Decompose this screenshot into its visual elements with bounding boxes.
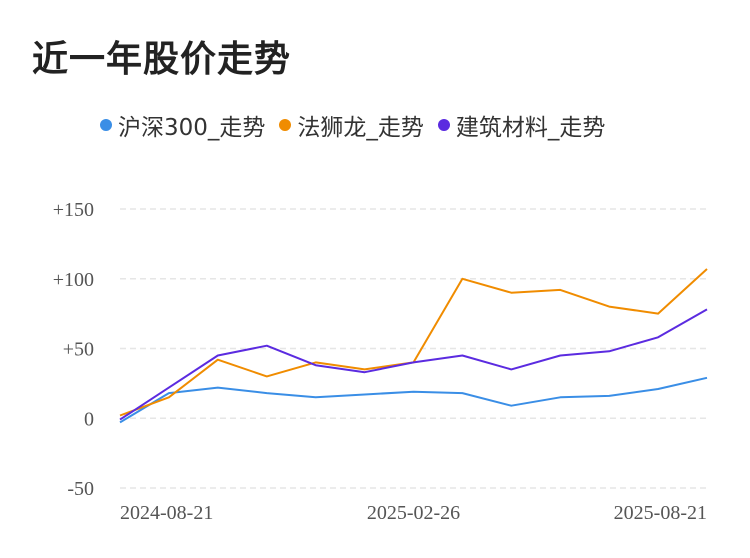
legend-dot-hs300 (100, 119, 112, 131)
legend-item-fashilong[interactable]: 法狮龙_走势 (279, 108, 424, 142)
y-tick-label: +100 (53, 269, 94, 291)
legend-label-building-materials: 建筑材料_走势 (455, 115, 606, 141)
x-tick-label: 2025-02-26 (367, 502, 460, 524)
y-tick-label: +150 (53, 199, 94, 221)
legend-label-hs300: 沪深300_走势 (118, 115, 266, 141)
legend-item-building-materials[interactable]: 建筑材料_走势 (437, 108, 606, 142)
legend-item-hs300[interactable]: 沪深300_走势 (100, 108, 265, 142)
legend-dot-fashilong (279, 119, 292, 131)
y-axis-ticks: +150 +100 +50 0 -50 (53, 199, 94, 500)
chart-title: 近一年股价走势 (32, 39, 292, 80)
x-axis-ticks: 2024-08-21 2025-02-26 2025-08-21 (120, 502, 707, 524)
y-tick-label: 0 (84, 408, 94, 430)
grid-lines (120, 208, 707, 489)
series-lines (119, 268, 708, 424)
legend-dot-building-materials (437, 119, 450, 131)
x-tick-label: 2024-08-21 (120, 502, 213, 524)
y-tick-label: -50 (67, 478, 94, 500)
y-tick-label: +50 (63, 339, 94, 361)
x-tick-label: 2025-08-21 (614, 502, 707, 524)
legend-label-fashilong: 法狮龙_走势 (297, 115, 424, 141)
chart-legend: 沪深300_走势 法狮龙_走势 建筑材料_走势 (100, 108, 619, 142)
series-line-2 (119, 308, 708, 421)
series-line-0 (119, 376, 708, 424)
